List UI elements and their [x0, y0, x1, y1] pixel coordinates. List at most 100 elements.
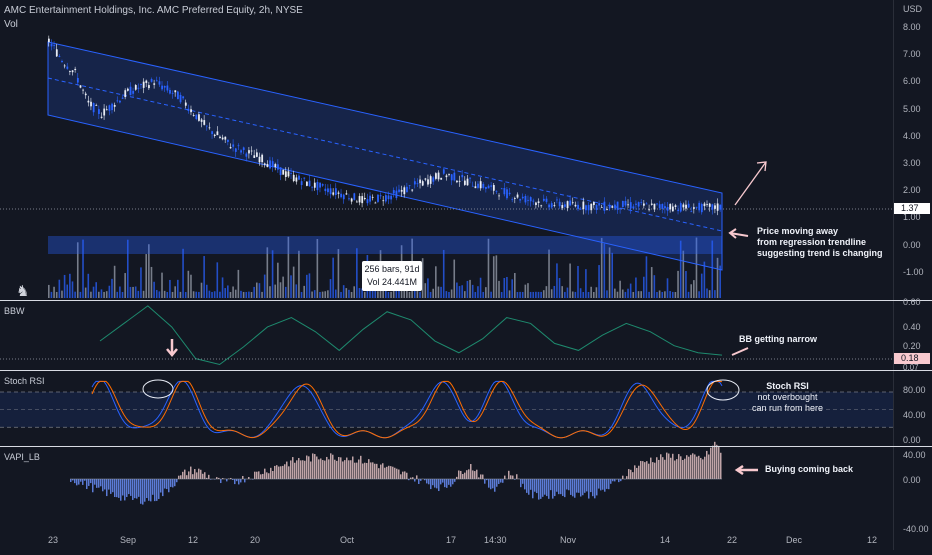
candle-body — [201, 120, 203, 122]
pane-divider[interactable] — [0, 370, 932, 371]
volume-bar — [153, 282, 155, 298]
vapi-bar — [406, 473, 408, 479]
candle-body — [685, 205, 687, 209]
volume-bar — [135, 287, 137, 298]
vapi-bar — [380, 465, 382, 479]
vapi-bar — [282, 466, 284, 479]
candle-body — [625, 201, 627, 206]
volume-bar — [538, 292, 540, 298]
volume-bar — [261, 292, 263, 298]
volume-bar — [617, 292, 619, 298]
candle-body — [496, 191, 498, 192]
candle-body — [490, 185, 492, 186]
candle-body — [285, 171, 287, 177]
vapi-bar — [668, 454, 670, 479]
vapi-bar — [256, 472, 258, 479]
volume-bar — [419, 292, 421, 298]
volume-bar — [543, 290, 545, 298]
candle-body — [264, 163, 266, 164]
candle-body — [238, 145, 240, 146]
vapi-bar — [314, 454, 316, 479]
volume-bar — [251, 292, 253, 298]
candle-body — [51, 44, 53, 47]
vapi-bar — [304, 461, 306, 479]
vapi-bar — [670, 458, 672, 479]
volume-bar — [701, 274, 703, 298]
volume-bar — [159, 291, 161, 298]
vapi-bar — [448, 479, 450, 485]
volume-bar — [217, 262, 219, 298]
vapi-bar — [402, 472, 404, 479]
vapi-bar — [690, 455, 692, 479]
vapi-bar — [106, 479, 108, 496]
vapi-bar — [156, 479, 158, 501]
vapi-bar — [538, 479, 540, 500]
vapi-bar — [332, 455, 334, 479]
bbw-axis-clip: 0.07 — [903, 363, 919, 372]
volume-bar — [188, 271, 190, 298]
vapi-bar — [502, 479, 504, 483]
vapi-bar — [310, 461, 312, 479]
vapi-bar — [340, 457, 342, 479]
time-axis-label: 20 — [250, 535, 260, 545]
vapi-axis-label: -40.00 — [903, 524, 929, 534]
volume-bar — [625, 292, 627, 298]
vapi-bar — [476, 470, 478, 479]
stoch-axis-label: 40.00 — [903, 410, 926, 420]
volume-bar — [706, 288, 708, 298]
candle-body — [53, 45, 55, 46]
pane-divider[interactable] — [0, 300, 932, 301]
vapi-bar — [294, 463, 296, 479]
candle-body — [145, 81, 147, 83]
volume-bar — [206, 285, 208, 298]
volume-bar — [656, 292, 658, 298]
candle-body — [251, 151, 253, 152]
volume-bar — [646, 256, 648, 298]
vapi-bar — [504, 476, 506, 479]
candle-body — [174, 90, 176, 92]
candle-body — [343, 195, 345, 200]
vapi-bar — [628, 469, 630, 479]
vapi-bar — [524, 479, 526, 489]
vapi-bar — [530, 479, 532, 490]
candle-body — [335, 188, 337, 195]
volume-bar — [698, 291, 700, 298]
candle-body — [59, 56, 61, 57]
candle-body — [353, 193, 355, 200]
candle-body — [427, 179, 429, 184]
candle-body — [243, 147, 245, 150]
candle-body — [388, 195, 390, 199]
vapi-bar — [358, 459, 360, 479]
candle-body — [280, 167, 282, 175]
vapi-bar — [244, 479, 246, 482]
tooltip-volume: Vol 24.441M — [362, 276, 422, 289]
volume-bar — [672, 292, 674, 298]
vapi-bar — [318, 459, 320, 479]
candle-body — [672, 207, 674, 212]
pane-divider[interactable] — [0, 446, 932, 447]
volume-bar — [85, 288, 87, 298]
vapi-bar — [126, 479, 128, 497]
volume-bar — [438, 287, 440, 298]
candle-body — [714, 205, 716, 208]
candle-body — [675, 205, 677, 207]
volume-bar — [464, 291, 466, 298]
candle-body — [56, 49, 58, 56]
candle-body — [190, 109, 192, 112]
stoch-axis-label: 0.00 — [903, 435, 921, 445]
volume-bar — [285, 287, 287, 298]
volume-bar — [364, 292, 366, 298]
candle-body — [332, 192, 334, 194]
vapi-bar — [342, 461, 344, 479]
vapi-bar — [108, 479, 110, 490]
candle-body — [604, 202, 606, 211]
volume-bar — [435, 266, 437, 298]
volume-bar — [388, 292, 390, 298]
candle-body — [235, 148, 237, 151]
volume-bar — [164, 291, 166, 298]
volume-bar — [535, 292, 537, 298]
candle-body — [401, 190, 403, 192]
vapi-bar — [470, 464, 472, 479]
vapi-bar — [200, 470, 202, 479]
candle-body — [127, 89, 129, 91]
